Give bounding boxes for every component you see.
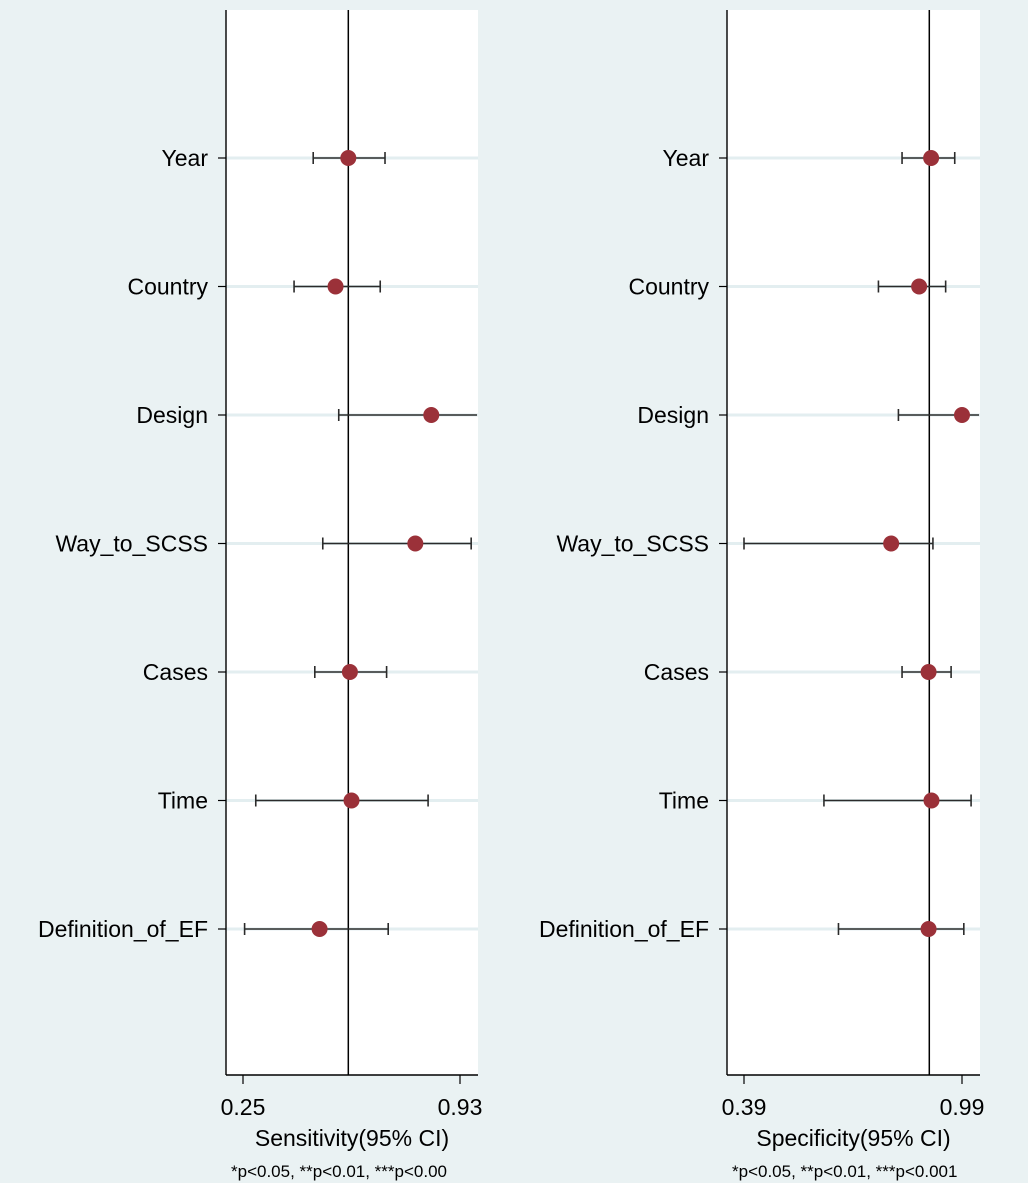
estimate-point	[883, 536, 899, 552]
x-tick-label: 0.25	[221, 1094, 266, 1120]
category-label: Time	[158, 788, 208, 814]
sensitivity-panel: Year Country Design Way_to_SCSS Cases Time Def…	[38, 10, 482, 1181]
estimate-point	[954, 407, 970, 423]
category-label: Year	[663, 145, 710, 171]
estimate-point	[921, 664, 937, 680]
estimate-point	[342, 664, 358, 680]
category-label: Way_to_SCSS	[55, 531, 208, 557]
category-label: Cases	[644, 659, 709, 685]
category-label: Year	[162, 145, 209, 171]
category-label: Time	[659, 788, 709, 814]
significance-note: *p<0.05, **p<0.01, ***p<0.001	[732, 1162, 957, 1181]
estimate-point	[407, 536, 423, 552]
category-label: Country	[628, 274, 709, 300]
category-label: Definition_of_EF	[38, 916, 208, 942]
specificity-panel: Year Country Design Way_to_SCSS Cases Time Def…	[539, 10, 984, 1181]
category-label: Cases	[143, 659, 208, 685]
x-tick-label: 0.99	[940, 1094, 985, 1120]
x-axis-title: Sensitivity(95% CI)	[255, 1125, 449, 1151]
category-label: Design	[637, 402, 709, 428]
estimate-point	[911, 279, 927, 295]
category-label: Country	[127, 274, 208, 300]
category-label: Way_to_SCSS	[556, 531, 709, 557]
estimate-point	[923, 793, 939, 809]
estimate-point	[423, 407, 439, 423]
significance-note: *p<0.05, **p<0.01, ***p<0.00	[231, 1162, 447, 1181]
estimate-point	[344, 793, 360, 809]
estimate-point	[923, 150, 939, 166]
estimate-point	[328, 279, 344, 295]
x-axis-title: Specificity(95% CI)	[756, 1125, 950, 1151]
x-tick-label: 0.39	[722, 1094, 767, 1120]
x-tick-label: 0.93	[438, 1094, 483, 1120]
category-label: Design	[136, 402, 208, 428]
estimate-point	[921, 921, 937, 937]
estimate-point	[340, 150, 356, 166]
estimate-point	[312, 921, 328, 937]
category-label: Definition_of_EF	[539, 916, 709, 942]
